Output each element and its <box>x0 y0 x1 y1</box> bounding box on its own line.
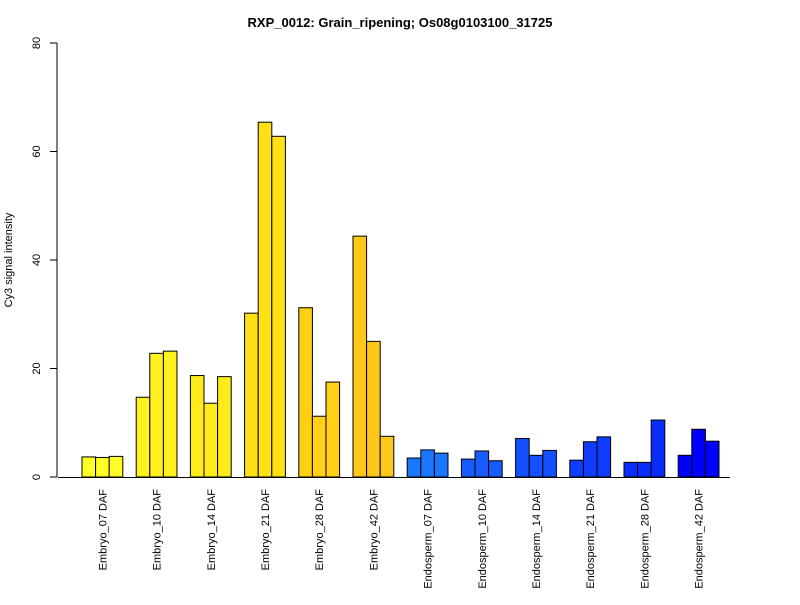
bar <box>271 135 286 478</box>
bar-series <box>81 121 720 478</box>
x-tick-label: Embryo_21 DAF <box>260 489 272 571</box>
y-tick-label: 0 <box>31 474 43 480</box>
bar <box>81 456 97 478</box>
bar <box>379 435 395 478</box>
y-tick-label: 20 <box>31 362 43 374</box>
bar <box>623 461 639 478</box>
bar <box>203 402 219 478</box>
bar <box>528 454 544 478</box>
bar <box>325 381 341 478</box>
bar <box>637 461 652 478</box>
bar <box>311 415 327 478</box>
bar <box>298 307 313 478</box>
bar <box>406 457 422 478</box>
x-tick-label: Endosperm_21 DAF <box>585 489 597 589</box>
y-tick-label: 60 <box>31 145 43 157</box>
bar <box>474 450 490 478</box>
y-tick-label: 80 <box>31 37 43 49</box>
bar <box>677 454 693 478</box>
bar <box>95 456 110 478</box>
x-tick-label: Endosperm_28 DAF <box>639 489 651 589</box>
bar <box>433 452 449 478</box>
bar <box>352 235 368 478</box>
bar <box>149 352 164 478</box>
y-axis-label: Cy3 signal intensity <box>3 212 15 307</box>
bar <box>542 449 557 478</box>
bar <box>569 459 584 478</box>
bar <box>488 460 503 478</box>
bar <box>366 340 381 478</box>
chart-title: RXP_0012: Grain_ripening; Os08g0103100_3… <box>248 15 553 30</box>
bar <box>135 396 151 478</box>
y-axis: 0 20 40 60 80 <box>31 37 58 480</box>
bar <box>704 440 720 478</box>
bar <box>691 428 706 478</box>
x-tick-label: Endosperm_10 DAF <box>477 489 489 589</box>
x-tick-label: Embryo_10 DAF <box>152 489 164 571</box>
bar <box>257 121 273 478</box>
bar <box>217 376 232 478</box>
x-tick-label: Embryo_42 DAF <box>368 489 380 571</box>
x-tick-label: Endosperm_07 DAF <box>423 489 435 589</box>
bar <box>515 437 530 478</box>
bar <box>244 312 259 478</box>
y-tick-label: 40 <box>31 254 43 266</box>
bar <box>596 436 612 478</box>
bar <box>108 455 124 478</box>
x-tick-label: Embryo_28 DAF <box>314 489 326 571</box>
x-tick-label: Embryo_14 DAF <box>206 489 218 571</box>
x-tick-label: Endosperm_14 DAF <box>531 489 543 589</box>
bar <box>582 441 598 478</box>
x-tick-label: Endosperm_42 DAF <box>694 489 706 589</box>
x-axis-labels: Embryo_07 DAF Embryo_10 DAF Embryo_14 DAF E… <box>97 489 705 589</box>
bar <box>650 419 666 478</box>
bar <box>460 458 476 478</box>
bar <box>162 350 178 478</box>
bar <box>420 449 435 478</box>
bar <box>189 375 205 478</box>
x-tick-label: Embryo_07 DAF <box>97 489 109 571</box>
